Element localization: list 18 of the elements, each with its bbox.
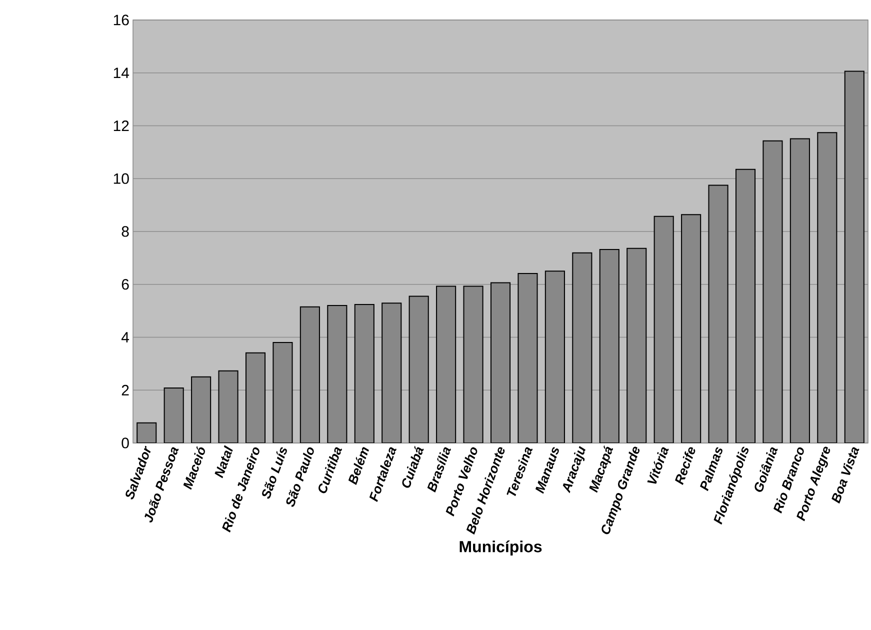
x-tick-label: Recife xyxy=(675,447,696,486)
y-tick-label: 4 xyxy=(121,332,130,342)
y-tick-label: 8 xyxy=(122,226,129,237)
y-tick-label: 14 xyxy=(114,68,130,78)
x-tick-label: Vitória xyxy=(647,447,669,484)
x-axis-title: Municípios xyxy=(460,540,542,556)
y-tick-label: 10 xyxy=(114,173,129,184)
x-tick-label: Cuiabá xyxy=(402,446,424,488)
y-tick-label: 2 xyxy=(122,384,129,396)
x-tick-label: Boa Vista xyxy=(832,447,860,504)
y-tick-label: 12 xyxy=(114,120,129,131)
x-tick-label: São Luís xyxy=(262,447,287,499)
x-tick-label: Belém xyxy=(348,447,369,486)
x-tick-label: Natal xyxy=(214,445,233,478)
x-tick-label: São Paulo xyxy=(286,447,314,507)
y-tick-label: 16 xyxy=(114,14,129,26)
y-tick-label: 6 xyxy=(122,279,129,290)
x-tick-label: Maceió xyxy=(183,446,205,490)
